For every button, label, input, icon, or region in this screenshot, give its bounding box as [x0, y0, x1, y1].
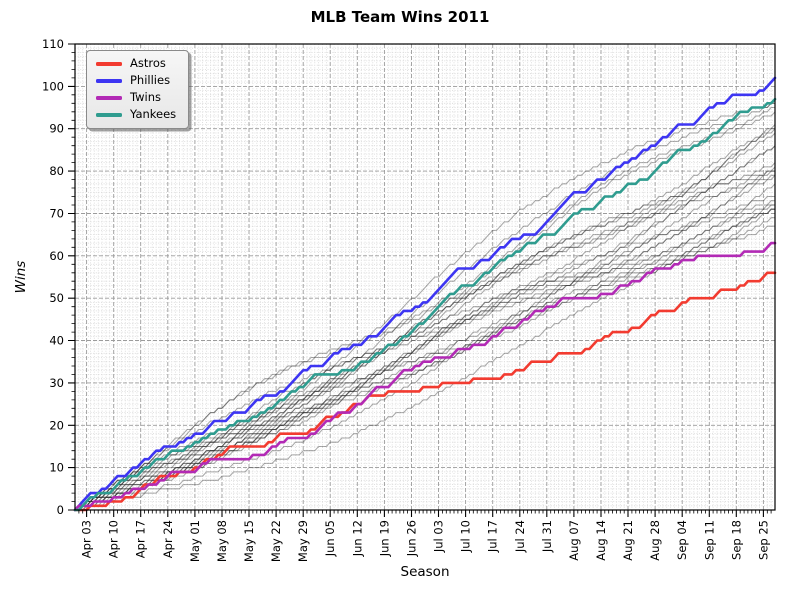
legend-label: Phillies — [130, 73, 171, 88]
x-tick-label: Jul 24 — [513, 520, 527, 553]
y-tick-label: 40 — [49, 334, 64, 348]
y-tick-label: 110 — [42, 37, 64, 51]
x-tick-label: Aug 21 — [621, 520, 635, 561]
team-line-phillies — [73, 76, 777, 512]
major-ticks — [68, 43, 764, 517]
team-line-other-21 — [75, 204, 775, 511]
legend-label: Yankees — [130, 107, 177, 122]
team-line-other-5 — [74, 124, 776, 511]
team-line-other-25 — [75, 217, 775, 511]
x-tick-label: Apr 03 — [80, 520, 94, 558]
y-tick-label: 80 — [49, 164, 64, 178]
minor-grid — [75, 44, 775, 510]
x-tick-label: Sep 11 — [702, 520, 716, 560]
team-line-other-18 — [75, 195, 775, 511]
x-tick-label: May 29 — [296, 520, 310, 562]
legend-item-yankees: Yankees — [96, 108, 176, 122]
y-tick-label: 10 — [49, 461, 64, 475]
team-line-other-13 — [75, 170, 775, 511]
x-tick-label: Jul 31 — [540, 520, 554, 553]
team-line-other-7 — [74, 128, 776, 511]
team-line-other-1 — [75, 102, 775, 511]
x-tick-label: Sep 04 — [675, 520, 689, 560]
plot-border — [74, 43, 776, 511]
x-tick-label: Aug 14 — [594, 520, 608, 561]
y-tick-label: 20 — [49, 418, 64, 432]
y-tick-label: 100 — [42, 79, 64, 93]
x-tick-label: Jul 10 — [459, 520, 473, 553]
legend-swatch-astros — [96, 62, 122, 66]
x-tick-label: Jul 17 — [486, 520, 500, 553]
y-tick-label: 70 — [49, 207, 64, 221]
y-tick-label: 0 — [57, 503, 64, 517]
x-tick-label: Jun 19 — [377, 520, 391, 557]
team-line-other-10 — [75, 145, 776, 511]
team-line-yankees — [73, 97, 777, 512]
x-tick-label: Apr 24 — [161, 520, 175, 558]
x-tick-label: May 08 — [215, 520, 229, 562]
legend-item-astros: Astros — [96, 57, 176, 71]
legend-label: Astros — [130, 56, 166, 71]
y-tick-label: 30 — [49, 376, 64, 390]
team-line-other-3 — [75, 106, 775, 511]
x-tick-label: Jun 05 — [323, 520, 337, 557]
major-grid — [75, 43, 775, 510]
x-tick-label: Aug 07 — [567, 520, 581, 561]
x-tick-label: Jun 12 — [350, 520, 364, 557]
team-line-other-17 — [74, 183, 776, 511]
x-tick-label: Jun 26 — [405, 520, 419, 557]
team-line-other-4 — [74, 111, 776, 511]
legend-swatch-twins — [96, 96, 122, 100]
legend-label: Twins — [130, 90, 162, 105]
x-tick-label: Sep 25 — [756, 520, 770, 560]
minor-ticks — [71, 52, 772, 514]
team-line-other-19 — [75, 200, 775, 511]
team-line-other-6 — [75, 128, 775, 511]
team-line-other-11 — [75, 162, 776, 511]
team-line-twins — [73, 241, 777, 512]
chart-title: MLB Team Wins 2011 — [310, 8, 490, 26]
team-line-other-15 — [75, 174, 776, 511]
legend-item-twins: Twins — [96, 91, 176, 105]
y-tick-label: 50 — [49, 291, 64, 305]
x-tick-label: Apr 10 — [107, 520, 121, 558]
team-line-other-8 — [75, 132, 776, 511]
legend-item-phillies: Phillies — [96, 74, 176, 88]
team-line-other-12 — [74, 166, 776, 511]
x-axis-label: Season — [400, 564, 450, 580]
x-tick-label: May 22 — [269, 520, 283, 562]
legend-swatch-yankees — [96, 113, 122, 117]
x-tick-label: May 01 — [188, 520, 202, 562]
x-tick-label: Jul 03 — [432, 520, 446, 553]
x-tick-label: Aug 28 — [648, 520, 662, 561]
x-tick-label: Sep 18 — [729, 520, 743, 560]
legend-swatch-phillies — [96, 79, 122, 83]
x-tick-label: May 15 — [242, 520, 256, 562]
y-tick-label: 90 — [49, 122, 64, 136]
y-tick-label: 60 — [49, 249, 64, 263]
team-line-other-24 — [75, 208, 775, 511]
legend: Astros Phillies Twins Yankees — [86, 50, 190, 129]
x-tick-label: Apr 17 — [134, 520, 148, 558]
